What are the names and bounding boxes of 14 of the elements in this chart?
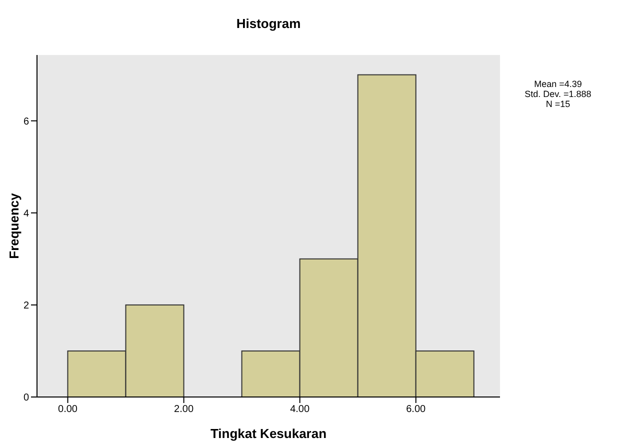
y-axis-title: Frequency — [6, 192, 22, 259]
x-tick-label: 2.00 — [174, 404, 194, 416]
y-tick-label: 6 — [23, 116, 30, 128]
text: Std. Dev. =1.888 — [524, 89, 592, 99]
text: N =15 — [544, 99, 572, 109]
text: Mean =4.39 — [533, 79, 583, 89]
x-tick-label: 4.00 — [290, 404, 310, 416]
y-tick-label: 4 — [23, 208, 30, 220]
x-tick-label: 6.00 — [406, 404, 426, 416]
y-tick-label: 2 — [23, 300, 30, 312]
x-axis-title: Tingkat Kesukaran — [210, 426, 327, 441]
y-tick-label: 0 — [23, 392, 30, 404]
chart-title: Histogram — [235, 16, 302, 31]
x-tick-label: 0.00 — [58, 404, 78, 416]
